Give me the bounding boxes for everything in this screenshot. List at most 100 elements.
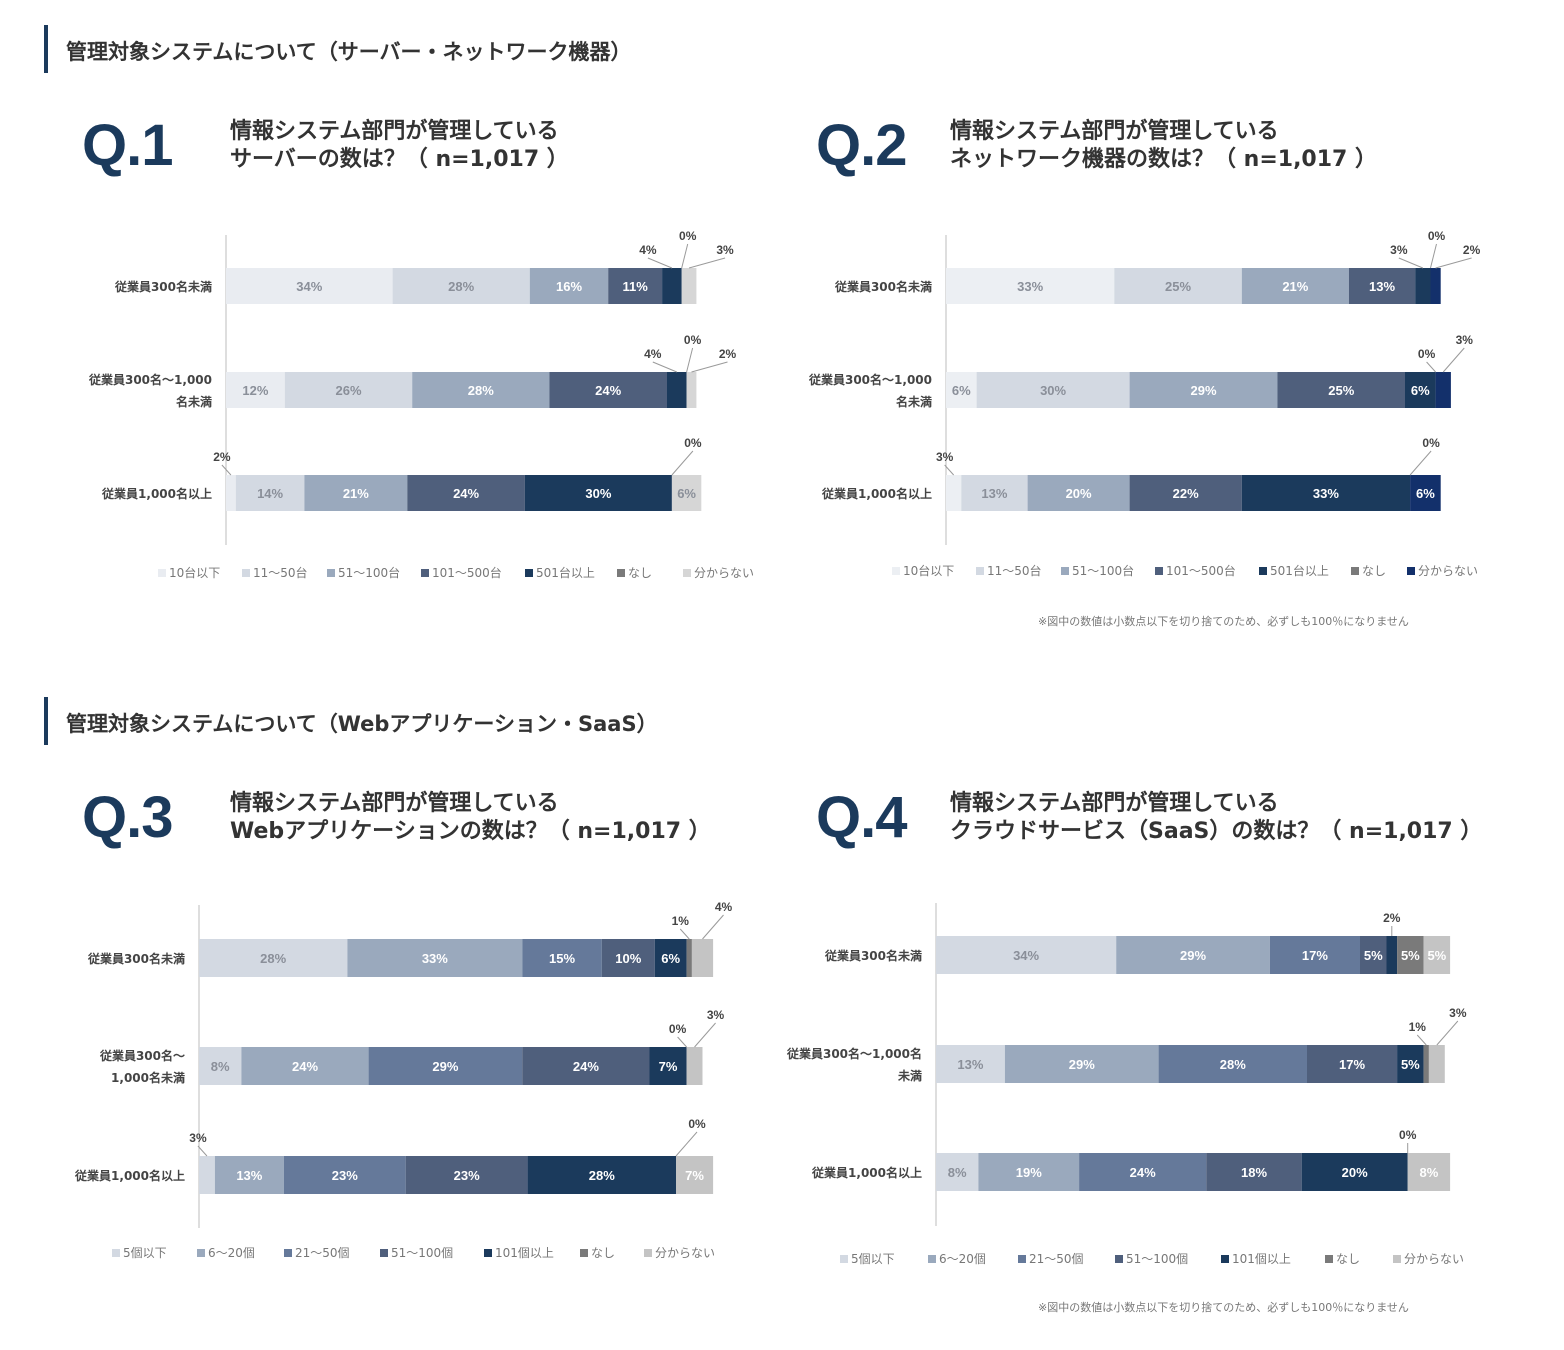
- data-label: 19%: [1016, 1165, 1042, 1180]
- bar-segment: [392, 268, 530, 304]
- bar-segment: [1410, 475, 1441, 511]
- data-label: 6%: [661, 951, 680, 966]
- question-number: Q.2: [816, 113, 907, 178]
- callout-label: 2%: [1383, 911, 1401, 925]
- data-label: 20%: [1066, 486, 1092, 501]
- data-label: 28%: [468, 383, 494, 398]
- question-number: Q.3: [82, 785, 173, 850]
- data-label: 24%: [595, 383, 621, 398]
- data-label: 34%: [296, 279, 322, 294]
- bar-segment: [304, 475, 408, 511]
- legend-label: なし: [1336, 1252, 1360, 1266]
- data-label: 21%: [343, 486, 369, 501]
- legend-label: 10台以下: [169, 565, 220, 580]
- legend-swatch: [1115, 1255, 1123, 1263]
- data-label: 24%: [573, 1059, 599, 1074]
- bar-segment: [226, 372, 285, 408]
- bar-segment: [978, 1153, 1080, 1191]
- data-label: 6%: [1411, 383, 1430, 398]
- category-label: 従業員300名～1,000: [808, 372, 932, 387]
- legend-swatch: [1259, 567, 1267, 575]
- callout-label: 4%: [639, 243, 657, 257]
- bar-segment: [1405, 372, 1436, 408]
- legend-swatch: [525, 569, 533, 577]
- callout-label: 0%: [1428, 229, 1446, 243]
- callout-label: 0%: [679, 229, 697, 243]
- category-label: 従業員300名未満: [834, 279, 932, 294]
- bar-segment: [681, 268, 697, 304]
- bar-segment: [1397, 936, 1424, 974]
- callout-label: 2%: [1463, 243, 1481, 257]
- footnote: ※図中の数値は小数点以下を切り捨てのため、必ずしも100％になりません: [1038, 1301, 1409, 1314]
- legend-swatch: [112, 1249, 120, 1257]
- question-title-line: 情報システム部門が管理している: [230, 119, 559, 144]
- data-label: 28%: [260, 951, 286, 966]
- bar-segment: [686, 1047, 703, 1085]
- bar-segment: [1114, 268, 1242, 304]
- leader-line: [1436, 1020, 1459, 1046]
- data-label: 13%: [236, 1168, 262, 1183]
- category-label: 従業員300名未満: [824, 948, 922, 963]
- bar-segment: [676, 1156, 714, 1194]
- bar-segment: [1129, 372, 1278, 408]
- data-label: 33%: [1017, 279, 1043, 294]
- data-label: 5%: [1364, 948, 1383, 963]
- category-label: 名未満: [896, 394, 932, 409]
- bar-segment: [1301, 1153, 1408, 1191]
- legend-swatch: [1018, 1255, 1026, 1263]
- bar-segment: [368, 1047, 523, 1085]
- category-label: 従業員300名未満: [114, 279, 212, 294]
- legend-label: 11～50台: [253, 565, 308, 580]
- data-label: 21%: [1282, 279, 1308, 294]
- leader-line: [1430, 243, 1437, 269]
- bar-segment: [686, 372, 697, 408]
- question-title: 情報システム部門が管理している サーバーの数は？（ n=1,017 ）: [230, 118, 569, 174]
- bar-segment: [412, 372, 550, 408]
- category-label: 未満: [897, 1068, 922, 1083]
- question-title-line: ネットワーク機器の数は？（ n=1,017 ）: [950, 147, 1378, 172]
- callout-label: 0%: [1399, 1128, 1417, 1142]
- bar-segment: [1415, 268, 1431, 304]
- bar-segment: [522, 1047, 650, 1085]
- legend-swatch: [1221, 1255, 1229, 1263]
- callout-label: 2%: [213, 450, 231, 464]
- callout-label: 0%: [1422, 436, 1440, 450]
- category-label: 従業員1,000名以上: [811, 1165, 922, 1180]
- bar-segment: [946, 268, 1115, 304]
- callout-label: 3%: [1456, 333, 1474, 347]
- leader-line: [675, 1131, 698, 1157]
- leader-line: [671, 450, 694, 476]
- legend-swatch: [327, 569, 335, 577]
- bar-segment: [1348, 268, 1416, 304]
- bar-segment: [199, 1047, 242, 1085]
- legend-label: 分からない: [655, 1246, 715, 1260]
- data-label: 25%: [1328, 383, 1354, 398]
- legend-swatch: [840, 1255, 848, 1263]
- data-label: 26%: [335, 383, 361, 398]
- legend-label: 21～50個: [1029, 1252, 1084, 1266]
- data-label: 18%: [1241, 1165, 1267, 1180]
- legend-label: 51～100台: [338, 565, 400, 580]
- data-label: 30%: [585, 486, 611, 501]
- callout-label: 3%: [1390, 243, 1408, 257]
- data-label: 8%: [211, 1059, 230, 1074]
- section-accent-bar: [44, 25, 48, 73]
- legend-label: なし: [591, 1246, 615, 1260]
- bar-segment: [961, 475, 1028, 511]
- legend-label: 101個以上: [495, 1246, 554, 1260]
- leader-line: [652, 361, 677, 373]
- bar-segment: [1206, 1153, 1302, 1191]
- legend-swatch: [892, 567, 900, 575]
- legend-swatch: [1061, 567, 1069, 575]
- leader-line: [686, 347, 694, 373]
- category-label: 名未満: [176, 394, 212, 409]
- category-label: 従業員300名～1,000: [88, 372, 212, 387]
- legend-swatch: [197, 1249, 205, 1257]
- question-title-line: サーバーの数は？（ n=1,017 ）: [230, 147, 569, 172]
- data-label: 13%: [1369, 279, 1395, 294]
- bar-segment: [524, 475, 672, 511]
- bar-segment: [1435, 372, 1451, 408]
- legend-label: 6～20個: [208, 1246, 255, 1260]
- bar-segment: [1079, 1153, 1207, 1191]
- legend-label: 101～500台: [1166, 563, 1236, 578]
